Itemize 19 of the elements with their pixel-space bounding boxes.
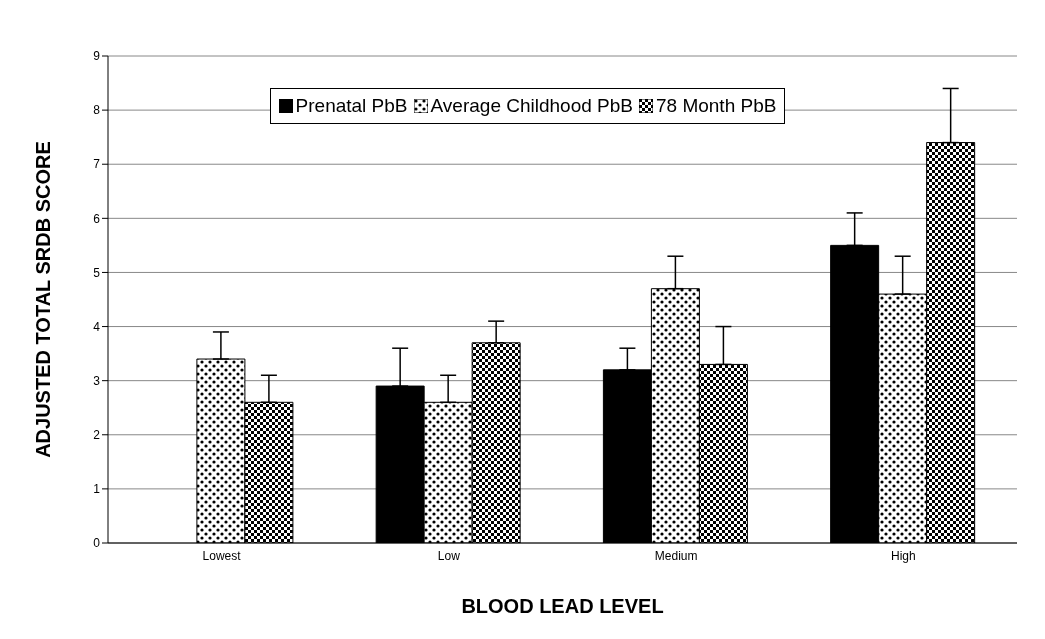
y-tick-label: 1 bbox=[93, 482, 101, 497]
x-tick-label: High bbox=[891, 548, 916, 563]
y-tick-label: 7 bbox=[93, 157, 101, 172]
y-tick-label: 2 bbox=[93, 428, 101, 443]
y-tick-label: 3 bbox=[93, 373, 101, 388]
y-tick-label: 9 bbox=[93, 49, 101, 64]
y-tick-label: 0 bbox=[93, 536, 101, 551]
y-tick-label: 6 bbox=[93, 211, 101, 226]
y-tick-label: 8 bbox=[93, 103, 101, 118]
legend-label: Prenatal PbB bbox=[294, 95, 408, 117]
x-tick-label: Lowest bbox=[202, 548, 242, 563]
legend-label: 78 Month PbB bbox=[655, 95, 777, 117]
x-tick-label: Medium bbox=[654, 548, 698, 563]
y-tick-label: 4 bbox=[93, 319, 101, 334]
y-tick-label: 5 bbox=[93, 265, 101, 280]
y-axis-title: ADJUSTED TOTAL SRDB SCORE bbox=[32, 141, 55, 458]
x-axis-title: BLOOD LEAD LEVEL bbox=[461, 595, 664, 617]
x-tick-label: Low bbox=[437, 548, 461, 563]
legend-label: Average Childhood PbB bbox=[429, 95, 633, 117]
